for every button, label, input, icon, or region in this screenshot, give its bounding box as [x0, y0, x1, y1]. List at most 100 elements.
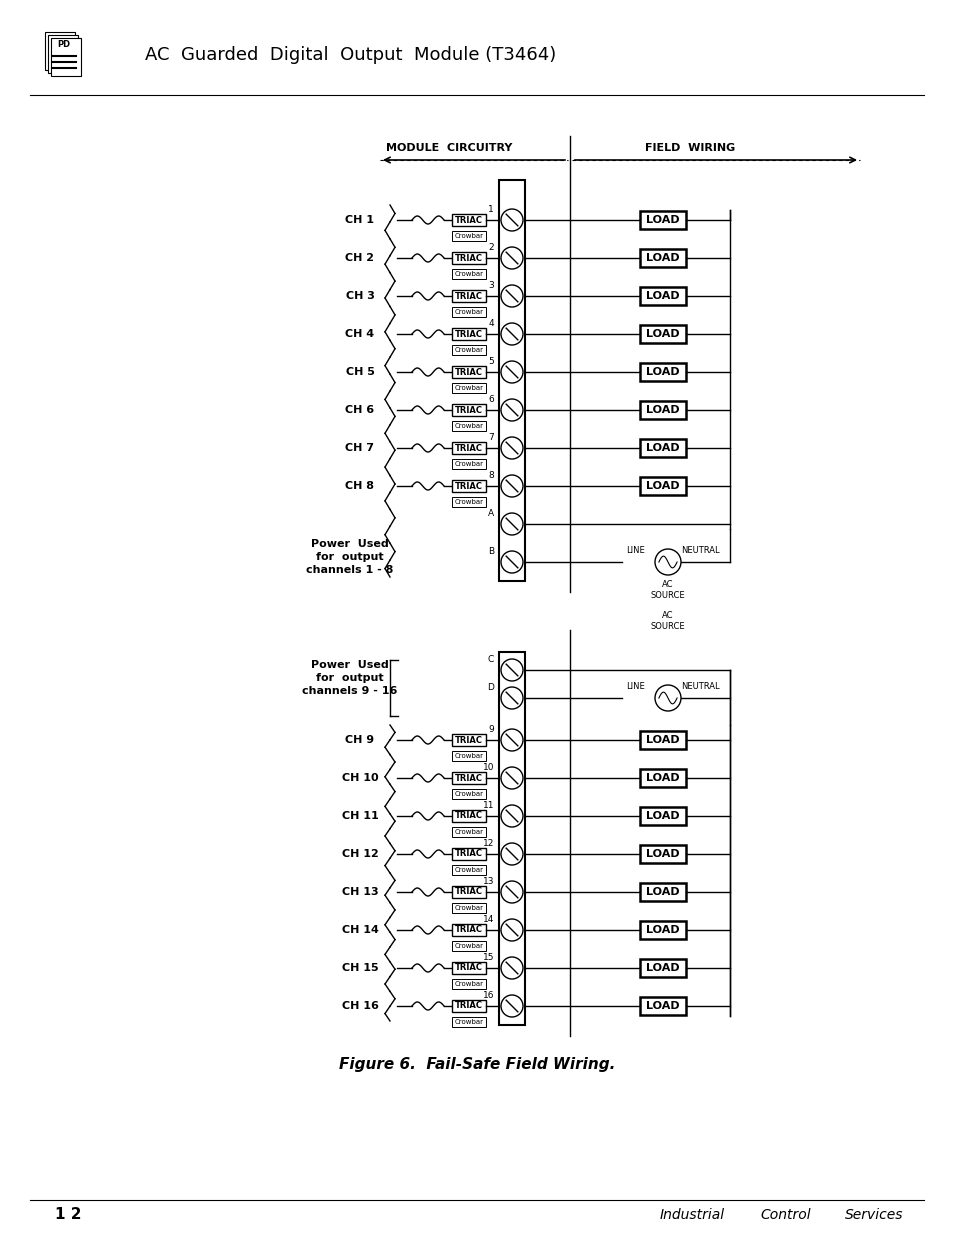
Circle shape: [500, 844, 522, 864]
Text: SOURCE: SOURCE: [650, 621, 684, 631]
Text: 8: 8: [488, 471, 494, 479]
Text: LOAD: LOAD: [645, 963, 679, 973]
Bar: [452, 269, 485, 279]
Text: CH 4: CH 4: [345, 329, 375, 338]
Circle shape: [500, 285, 522, 308]
Text: AC: AC: [661, 610, 673, 620]
Text: LOAD: LOAD: [645, 443, 679, 453]
Text: CH 16: CH 16: [341, 1002, 378, 1011]
Text: TRIAC: TRIAC: [455, 253, 482, 263]
Text: TRIAC: TRIAC: [455, 811, 482, 820]
Bar: [452, 442, 485, 454]
Text: TRIAC: TRIAC: [455, 963, 482, 972]
Text: TRIAC: TRIAC: [455, 443, 482, 452]
Circle shape: [500, 687, 522, 709]
Text: 9: 9: [488, 725, 494, 734]
Bar: [452, 734, 485, 746]
Text: CH 14: CH 14: [341, 925, 378, 935]
Text: LOAD: LOAD: [645, 215, 679, 225]
Text: SOURCE: SOURCE: [650, 590, 684, 599]
Circle shape: [500, 513, 522, 535]
Circle shape: [655, 550, 680, 576]
Text: LOAD: LOAD: [645, 735, 679, 745]
Text: LOAD: LOAD: [645, 848, 679, 860]
Bar: [452, 979, 485, 989]
Text: TRIAC: TRIAC: [455, 736, 482, 745]
Text: Crowbar: Crowbar: [454, 981, 483, 987]
Text: C: C: [487, 655, 494, 663]
Bar: [639, 363, 685, 382]
Bar: [452, 404, 485, 416]
Circle shape: [500, 475, 522, 496]
Text: Crowbar: Crowbar: [454, 944, 483, 948]
Bar: [452, 1000, 485, 1011]
Bar: [639, 287, 685, 305]
Bar: [639, 477, 685, 495]
Bar: [45, 32, 75, 70]
Text: 10: 10: [482, 762, 494, 772]
Bar: [452, 252, 485, 264]
Bar: [639, 769, 685, 787]
Bar: [639, 211, 685, 228]
Bar: [452, 366, 485, 378]
Text: A: A: [487, 509, 494, 517]
Bar: [639, 883, 685, 902]
Circle shape: [500, 247, 522, 269]
Text: Industrial: Industrial: [659, 1208, 724, 1221]
Text: channels 1 - 8: channels 1 - 8: [306, 564, 394, 576]
Bar: [452, 962, 485, 974]
Bar: [639, 731, 685, 748]
Text: Power  Used: Power Used: [311, 659, 389, 671]
Bar: [452, 751, 485, 761]
Bar: [452, 290, 485, 303]
Text: 2: 2: [488, 242, 494, 252]
Text: Control: Control: [760, 1208, 810, 1221]
Bar: [452, 383, 485, 393]
Text: Crowbar: Crowbar: [454, 270, 483, 277]
Bar: [48, 35, 78, 73]
Bar: [639, 806, 685, 825]
Text: D: D: [487, 683, 494, 692]
Text: CH 15: CH 15: [341, 963, 378, 973]
Bar: [452, 214, 485, 226]
Bar: [51, 38, 81, 77]
Text: CH 1: CH 1: [345, 215, 375, 225]
Text: AC: AC: [661, 579, 673, 589]
Text: 7: 7: [488, 432, 494, 441]
Text: CH 2: CH 2: [345, 253, 375, 263]
Circle shape: [500, 437, 522, 459]
Circle shape: [500, 729, 522, 751]
Circle shape: [500, 805, 522, 827]
Bar: [452, 941, 485, 951]
Text: Crowbar: Crowbar: [454, 385, 483, 391]
Text: Power  Used: Power Used: [311, 538, 389, 550]
Text: LOAD: LOAD: [645, 887, 679, 897]
Text: 6: 6: [488, 394, 494, 404]
Text: LINE: LINE: [626, 682, 644, 690]
Bar: [452, 848, 485, 860]
Bar: [452, 329, 485, 340]
Circle shape: [500, 995, 522, 1016]
Text: 1 2: 1 2: [55, 1208, 81, 1223]
Text: CH 11: CH 11: [341, 811, 378, 821]
Bar: [452, 789, 485, 799]
Text: CH 13: CH 13: [341, 887, 378, 897]
Circle shape: [500, 957, 522, 979]
Bar: [452, 903, 485, 913]
Text: 16: 16: [482, 990, 494, 999]
Text: Figure 6.  Fail-Safe Field Wiring.: Figure 6. Fail-Safe Field Wiring.: [338, 1057, 615, 1072]
Text: TRIAC: TRIAC: [455, 1002, 482, 1010]
Text: NEUTRAL: NEUTRAL: [680, 546, 719, 555]
Text: CH 12: CH 12: [341, 848, 378, 860]
Text: 5: 5: [488, 357, 494, 366]
Bar: [452, 421, 485, 431]
Text: Crowbar: Crowbar: [454, 233, 483, 240]
Text: B: B: [487, 547, 494, 556]
Bar: [639, 997, 685, 1015]
Text: FIELD  WIRING: FIELD WIRING: [644, 143, 735, 153]
Text: TRIAC: TRIAC: [455, 330, 482, 338]
Text: NEUTRAL: NEUTRAL: [680, 682, 719, 690]
Circle shape: [500, 324, 522, 345]
Text: LOAD: LOAD: [645, 925, 679, 935]
Bar: [498, 180, 524, 580]
